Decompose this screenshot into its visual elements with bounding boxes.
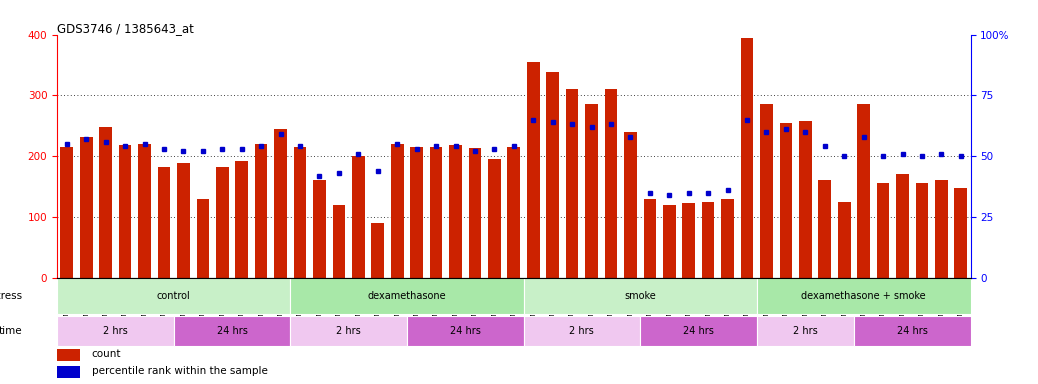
Text: dexamethasone: dexamethasone <box>367 291 446 301</box>
Bar <box>430 147 442 278</box>
Bar <box>838 202 850 278</box>
Bar <box>523 316 640 346</box>
Bar <box>682 204 695 278</box>
Bar <box>566 89 578 278</box>
Text: smoke: smoke <box>624 291 656 301</box>
Bar <box>741 38 754 278</box>
Text: dexamethasone + smoke: dexamethasone + smoke <box>801 291 926 301</box>
Bar <box>291 316 407 346</box>
Bar <box>391 144 404 278</box>
Bar <box>372 223 384 278</box>
Bar <box>236 161 248 278</box>
Text: 24 hrs: 24 hrs <box>897 326 928 336</box>
Bar <box>546 72 559 278</box>
Bar <box>449 145 462 278</box>
Bar <box>624 132 636 278</box>
Bar <box>255 144 268 278</box>
Bar <box>410 147 422 278</box>
Bar <box>468 148 482 278</box>
Bar <box>332 205 346 278</box>
Bar <box>173 316 291 346</box>
Bar <box>177 163 190 278</box>
Bar <box>896 174 909 278</box>
Bar <box>760 104 772 278</box>
Bar <box>757 316 854 346</box>
Bar <box>857 104 870 278</box>
Bar <box>118 145 132 278</box>
Bar <box>313 180 326 278</box>
Bar <box>291 278 523 314</box>
Bar <box>605 89 618 278</box>
Bar <box>294 147 306 278</box>
Text: GDS3746 / 1385643_at: GDS3746 / 1385643_at <box>57 22 194 35</box>
Bar <box>916 184 928 278</box>
Bar <box>80 137 92 278</box>
Bar <box>780 122 792 278</box>
Bar <box>57 349 80 361</box>
Bar <box>854 316 971 346</box>
Bar <box>818 180 831 278</box>
Text: 2 hrs: 2 hrs <box>103 326 128 336</box>
Text: percentile rank within the sample: percentile rank within the sample <box>91 366 268 376</box>
Text: stress: stress <box>0 291 22 301</box>
Bar <box>799 121 812 278</box>
Bar <box>60 147 73 278</box>
Text: 24 hrs: 24 hrs <box>683 326 714 336</box>
Text: 2 hrs: 2 hrs <box>793 326 818 336</box>
Bar <box>57 278 291 314</box>
Bar <box>158 167 170 278</box>
Text: 2 hrs: 2 hrs <box>336 326 361 336</box>
Bar <box>488 159 500 278</box>
Bar <box>955 188 967 278</box>
Bar <box>138 144 151 278</box>
Bar <box>702 202 714 278</box>
Bar <box>877 184 890 278</box>
Bar <box>523 278 757 314</box>
Bar <box>274 129 286 278</box>
Bar <box>57 366 80 377</box>
Text: 24 hrs: 24 hrs <box>217 326 247 336</box>
Text: 24 hrs: 24 hrs <box>449 326 481 336</box>
Bar <box>100 127 112 278</box>
Bar <box>935 180 948 278</box>
Bar <box>663 205 676 278</box>
Bar <box>508 147 520 278</box>
Bar <box>407 316 523 346</box>
Bar <box>640 316 757 346</box>
Bar <box>527 62 540 278</box>
Text: time: time <box>0 326 22 336</box>
Bar <box>196 199 210 278</box>
Text: count: count <box>91 349 121 359</box>
Text: control: control <box>157 291 191 301</box>
Bar <box>721 199 734 278</box>
Bar <box>585 104 598 278</box>
Bar <box>352 156 364 278</box>
Bar <box>757 278 971 314</box>
Bar <box>216 167 228 278</box>
Bar <box>57 316 173 346</box>
Text: 2 hrs: 2 hrs <box>570 326 594 336</box>
Bar <box>644 199 656 278</box>
